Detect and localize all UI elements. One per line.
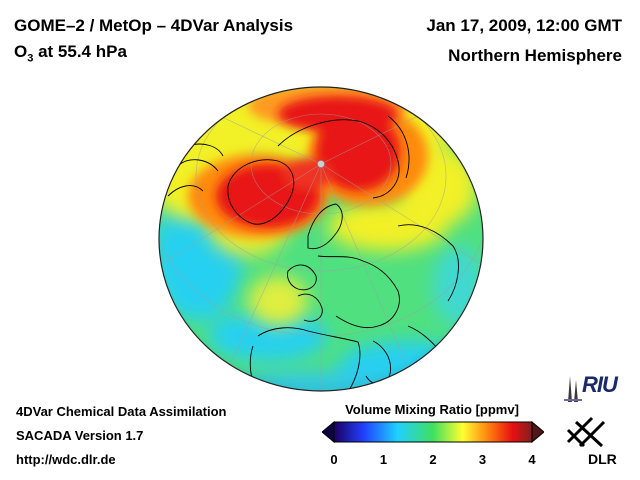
riu-logo-text: RIU — [582, 372, 618, 397]
species-name: O — [14, 42, 28, 61]
species-subscript: 3 — [27, 52, 34, 65]
pressure-level: at 55.4 hPa — [33, 42, 127, 61]
colorbar-tick-label: 0 — [330, 452, 338, 467]
colorbar-tick-label: 4 — [528, 452, 536, 467]
colorbar-tick-label: 1 — [379, 452, 388, 467]
region-label: Northern Hemisphere — [448, 46, 622, 65]
colorbar-tick-label: 2 — [429, 452, 437, 467]
footer-method: 4DVar Chemical Data Assimilation — [16, 404, 227, 419]
colorbar-gradient — [333, 421, 533, 443]
dlr-logo-icon — [566, 416, 606, 448]
map-title: GOME–2 / MetOp – 4DVar Analysis — [14, 16, 294, 35]
colorbar — [322, 421, 544, 443]
colorbar-max-arrow — [531, 421, 544, 443]
footer-version: SACADA Version 1.7 — [16, 428, 144, 443]
riu-logo-icon — [564, 376, 582, 402]
globe-map — [158, 86, 484, 392]
footer-url[interactable]: http://wdc.dlr.de — [16, 452, 116, 467]
map-subtitle: O3 at 55.4 hPa — [14, 42, 127, 64]
globe-outline — [158, 86, 484, 392]
colorbar-title: Volume Mixing Ratio [ppmv] — [345, 402, 519, 417]
colorbar-min-arrow — [322, 421, 335, 443]
date-label: Jan 17, 2009, 12:00 GMT — [426, 16, 622, 35]
colorbar-tick-label: 3 — [478, 452, 487, 467]
dlr-logo-text: DLR — [588, 451, 617, 467]
